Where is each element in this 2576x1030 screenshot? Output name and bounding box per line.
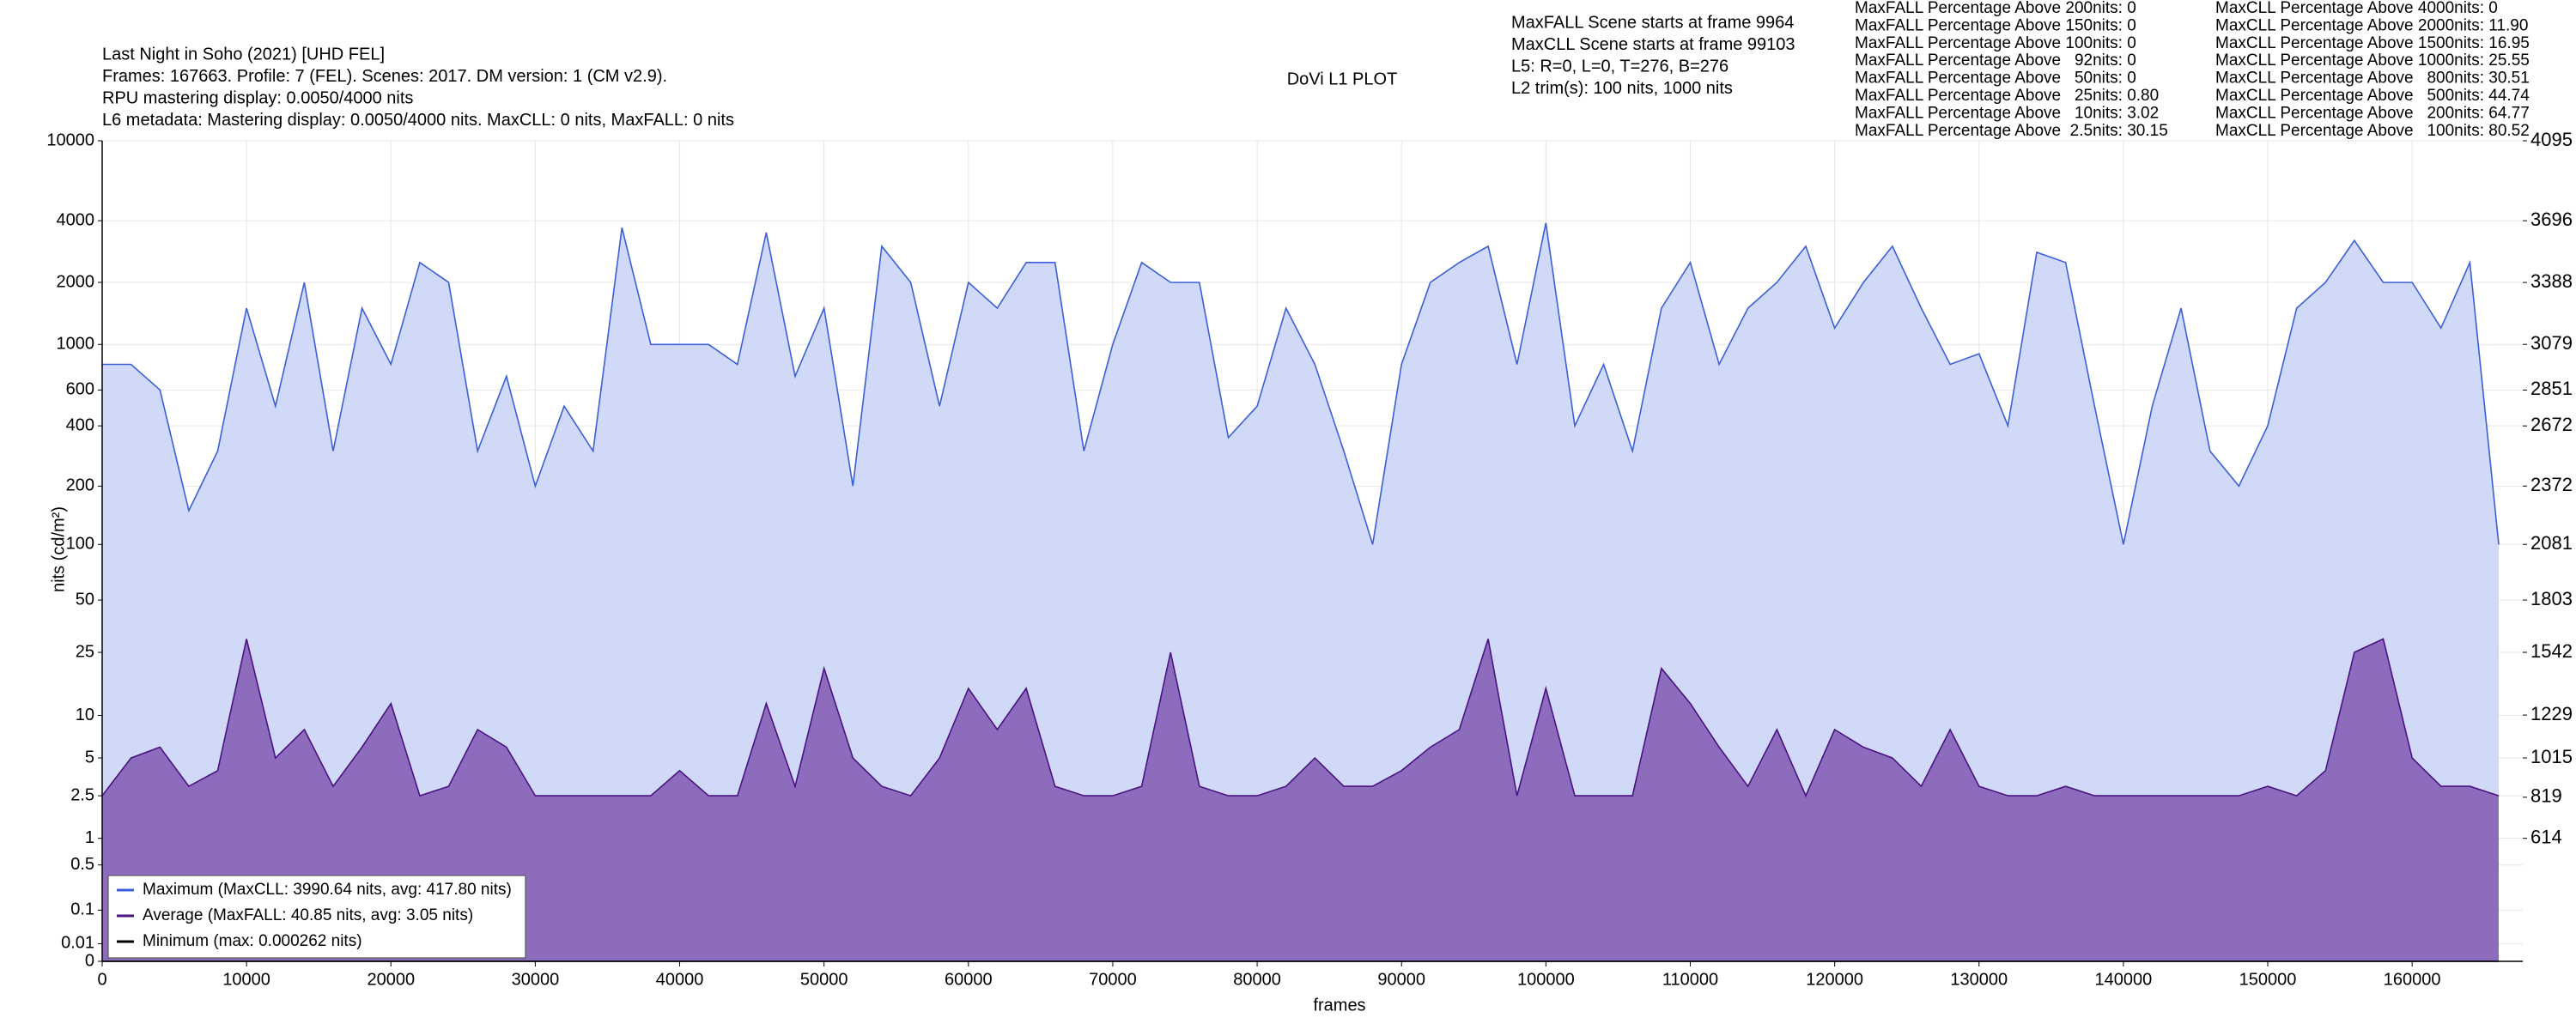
y2-tick-label: 2372 <box>2530 474 2573 495</box>
legend-label: Minimum (max: 0.000262 nits) <box>143 932 362 950</box>
maxfall-stat: MaxFALL Percentage Above 10nits: 3.02 <box>1855 104 2159 122</box>
y-tick-label: 0.1 <box>70 900 94 919</box>
x-tick-label: 20000 <box>367 970 415 989</box>
y2-tick-label: 1229 <box>2530 703 2573 724</box>
header: Last Night in Soho (2021) [UHD FEL] Frame… <box>102 0 2530 140</box>
maxfall-stat: MaxFALL Percentage Above 150nits: 0 <box>1855 16 2136 34</box>
y-tick-label: 25 <box>76 642 94 661</box>
y2-tick-label: 1803 <box>2530 588 2573 609</box>
series-line <box>102 222 2500 545</box>
x-tick-label: 30000 <box>512 970 560 989</box>
y-tick-label: 50 <box>76 590 94 609</box>
x-axis-label: frames <box>1313 996 1365 1015</box>
x-tick-label: 0 <box>97 970 106 989</box>
x-tick-label: 100000 <box>1517 970 1575 989</box>
y2-tick-label: 819 <box>2530 785 2562 807</box>
x-tick-label: 150000 <box>2239 970 2297 989</box>
maxcll-stat: MaxCLL Percentage Above 800nits: 30.51 <box>2215 70 2530 88</box>
info-line: MaxCLL Scene starts at frame 99103 <box>1511 35 1795 54</box>
maxcll-stat: MaxCLL Percentage Above 4000nits: 0 <box>2215 0 2498 17</box>
y2-tick-label: 3696 <box>2530 209 2573 230</box>
series-line <box>101 638 2500 798</box>
y-tick-label: 10 <box>76 706 94 724</box>
maxcll-stat: MaxCLL Percentage Above 500nits: 44.74 <box>2215 87 2530 105</box>
y2-tick-label: 3388 <box>2530 270 2573 292</box>
y-tick-label: 1 <box>85 828 94 847</box>
y-tick-label: 1000 <box>57 335 95 354</box>
chart-title: DoVi L1 PLOT <box>1287 70 1398 88</box>
axes: 1000040002000100060040020010050251052.51… <box>46 129 2573 989</box>
y-tick-label: 2.5 <box>70 785 94 804</box>
y-tick-label: 200 <box>66 476 94 495</box>
x-tick-label: 130000 <box>1950 970 2008 989</box>
maxfall-stat: MaxFALL Percentage Above 2.5nits: 30.15 <box>1855 122 2168 140</box>
legend-label: Average (MaxFALL: 40.85 nits, avg: 3.05 … <box>143 906 473 924</box>
y-tick-label: 4000 <box>57 210 95 229</box>
y2-tick-label: 2672 <box>2530 414 2573 435</box>
maxcll-stat: MaxCLL Percentage Above 1000nits: 25.55 <box>2215 52 2530 70</box>
x-tick-label: 140000 <box>2095 970 2153 989</box>
info-line: L5: R=0, L=0, T=276, B=276 <box>1511 57 1728 76</box>
x-tick-label: 50000 <box>800 970 848 989</box>
y-tick-label: 5 <box>85 748 94 766</box>
legend: Maximum (MaxCLL: 3990.64 nits, avg: 417.… <box>107 875 526 959</box>
x-tick-label: 120000 <box>1806 970 1863 989</box>
header-line: Last Night in Soho (2021) [UHD FEL] <box>102 45 385 64</box>
y2-tick-label: 3079 <box>2530 332 2573 354</box>
x-tick-label: 60000 <box>945 970 993 989</box>
y-tick-label: 600 <box>66 380 94 399</box>
x-tick-label: 40000 <box>656 970 704 989</box>
legend-box <box>107 875 526 959</box>
series-area <box>102 639 2499 961</box>
y-tick-label: 10000 <box>46 130 94 149</box>
y2-tick-label: 1542 <box>2530 640 2573 662</box>
header-line: L6 metadata: Mastering display: 0.0050/4… <box>102 111 734 130</box>
legend-label: Maximum (MaxCLL: 3990.64 nits, avg: 417.… <box>143 881 512 899</box>
maxcll-stat: MaxCLL Percentage Above 200nits: 64.77 <box>2215 104 2530 122</box>
y-axis-label: nits (cd/m²) <box>49 506 68 592</box>
y2-tick-label: 4095 <box>2530 129 2573 150</box>
header-line: Frames: 167663. Profile: 7 (FEL). Scenes… <box>102 67 667 86</box>
x-tick-label: 80000 <box>1233 970 1281 989</box>
x-tick-label: 160000 <box>2384 970 2441 989</box>
maxfall-stat: MaxFALL Percentage Above 200nits: 0 <box>1855 0 2136 17</box>
maxcll-stat: MaxCLL Percentage Above 100nits: 80.52 <box>2215 122 2530 140</box>
y2-tick-label: 2851 <box>2530 378 2573 399</box>
x-tick-label: 10000 <box>222 970 270 989</box>
y-tick-label: 400 <box>66 415 94 434</box>
maxfall-stat: MaxFALL Percentage Above 50nits: 0 <box>1855 70 2136 88</box>
y-tick-label: 0.5 <box>70 855 94 874</box>
maxfall-stat: MaxFALL Percentage Above 25nits: 0.80 <box>1855 87 2159 105</box>
info-line: MaxFALL Scene starts at frame 9964 <box>1511 13 1794 32</box>
x-tick-label: 70000 <box>1089 970 1137 989</box>
maxfall-stat: MaxFALL Percentage Above 92nits: 0 <box>1855 52 2136 70</box>
y-tick-label: 2000 <box>57 272 95 291</box>
x-tick-label: 90000 <box>1377 970 1425 989</box>
maxfall-stat: MaxFALL Percentage Above 100nits: 0 <box>1855 34 2136 52</box>
y2-tick-label: 2081 <box>2530 532 2573 554</box>
y-tick-label: 100 <box>66 535 94 554</box>
y2-tick-label: 1015 <box>2530 746 2573 767</box>
y-tick-label: 0 <box>85 951 94 970</box>
info-line: L2 trim(s): 100 nits, 1000 nits <box>1511 79 1733 98</box>
y2-tick-label: 614 <box>2530 826 2562 847</box>
maxcll-stat: MaxCLL Percentage Above 1500nits: 16.95 <box>2215 34 2530 52</box>
y-tick-label: 0.01 <box>61 934 94 953</box>
x-tick-label: 110000 <box>1662 970 1718 989</box>
header-line: RPU mastering display: 0.0050/4000 nits <box>102 88 413 107</box>
maxcll-stat: MaxCLL Percentage Above 2000nits: 11.90 <box>2215 16 2528 34</box>
